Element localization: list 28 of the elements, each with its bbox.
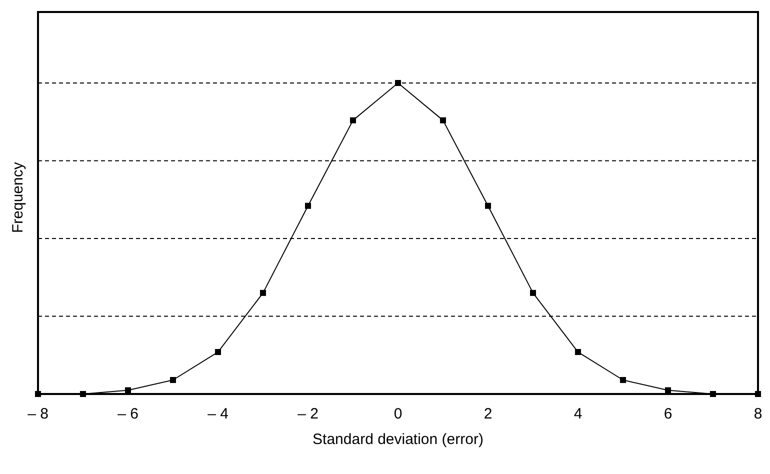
x-tick-label: – 2: [298, 406, 318, 423]
x-tick-label: – 6: [118, 406, 138, 423]
point: [35, 391, 41, 397]
point: [395, 80, 401, 86]
point: [620, 377, 626, 384]
x-tick-label: – 4: [208, 406, 228, 423]
x-tick-label: 8: [754, 406, 762, 423]
point: [575, 349, 581, 356]
point: [170, 377, 176, 384]
x-tick-label: 0: [394, 406, 402, 423]
point: [215, 349, 221, 356]
point: [530, 290, 536, 296]
point: [305, 202, 311, 209]
x-tick-label: 2: [484, 406, 492, 423]
point: [440, 117, 446, 124]
point: [710, 391, 716, 397]
x-tick-label: – 8: [28, 406, 48, 423]
point: [125, 387, 131, 394]
x-axis-title: Standard deviation (error): [312, 431, 484, 448]
point: [755, 391, 761, 397]
point: [485, 202, 491, 209]
x-tick-label: 4: [574, 406, 582, 423]
point: [80, 391, 86, 397]
point: [665, 387, 671, 394]
point: [350, 117, 356, 124]
y-axis-title: Frequency: [9, 162, 26, 233]
point: [260, 290, 266, 296]
x-tick-label: 6: [664, 406, 672, 423]
